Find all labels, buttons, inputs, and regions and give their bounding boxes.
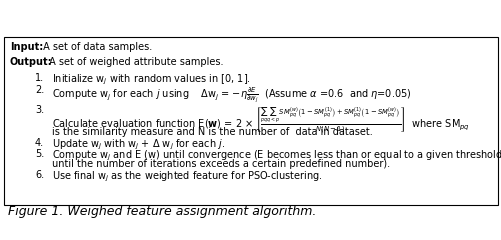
Text: Output:: Output: [10, 57, 53, 67]
Text: Compute w$_j$ for each $j$ using    $\Delta$w$_j$ = $-\eta\frac{\partial E}{\par: Compute w$_j$ for each $j$ using $\Delta… [52, 85, 411, 105]
Text: Input:: Input: [10, 42, 43, 52]
Text: Use final w$_j$ as the weighted feature for PSO-clustering.: Use final w$_j$ as the weighted feature … [52, 170, 322, 184]
Text: Initialize w$_j$ with random values in [0, 1].: Initialize w$_j$ with random values in [… [52, 73, 250, 87]
Text: Calculate evaluation function E($\mathbf{w}$) = 2 $\times$ $\left[\frac{\sum_{pq: Calculate evaluation function E($\mathbf… [52, 105, 469, 135]
Text: 1.: 1. [35, 73, 44, 83]
Text: until the number of iterations exceeds a certain predefined number).: until the number of iterations exceeds a… [52, 159, 389, 169]
Text: 6.: 6. [35, 170, 44, 180]
Text: 2.: 2. [35, 85, 44, 95]
Text: A set of data samples.: A set of data samples. [40, 42, 152, 52]
Text: Compute w$_j$ and E (w) until convergence (E becomes less than or equal to a giv: Compute w$_j$ and E (w) until convergenc… [52, 149, 501, 163]
Text: 5.: 5. [35, 149, 44, 159]
Text: A set of weighed attribute samples.: A set of weighed attribute samples. [46, 57, 223, 67]
Text: Update w$_j$ with w$_j$ + $\Delta$ w$_j$ for each $j$.: Update w$_j$ with w$_j$ + $\Delta$ w$_j$… [52, 138, 225, 152]
Bar [4, 37, 497, 205]
Text: 4.: 4. [35, 138, 44, 148]
Text: Figure 1. Weighed feature assignment algorithm.: Figure 1. Weighed feature assignment alg… [8, 205, 316, 218]
Text: 3.: 3. [35, 105, 44, 115]
Text: is the similarity measure and N is the number of  data in dataset.: is the similarity measure and N is the n… [52, 127, 372, 137]
